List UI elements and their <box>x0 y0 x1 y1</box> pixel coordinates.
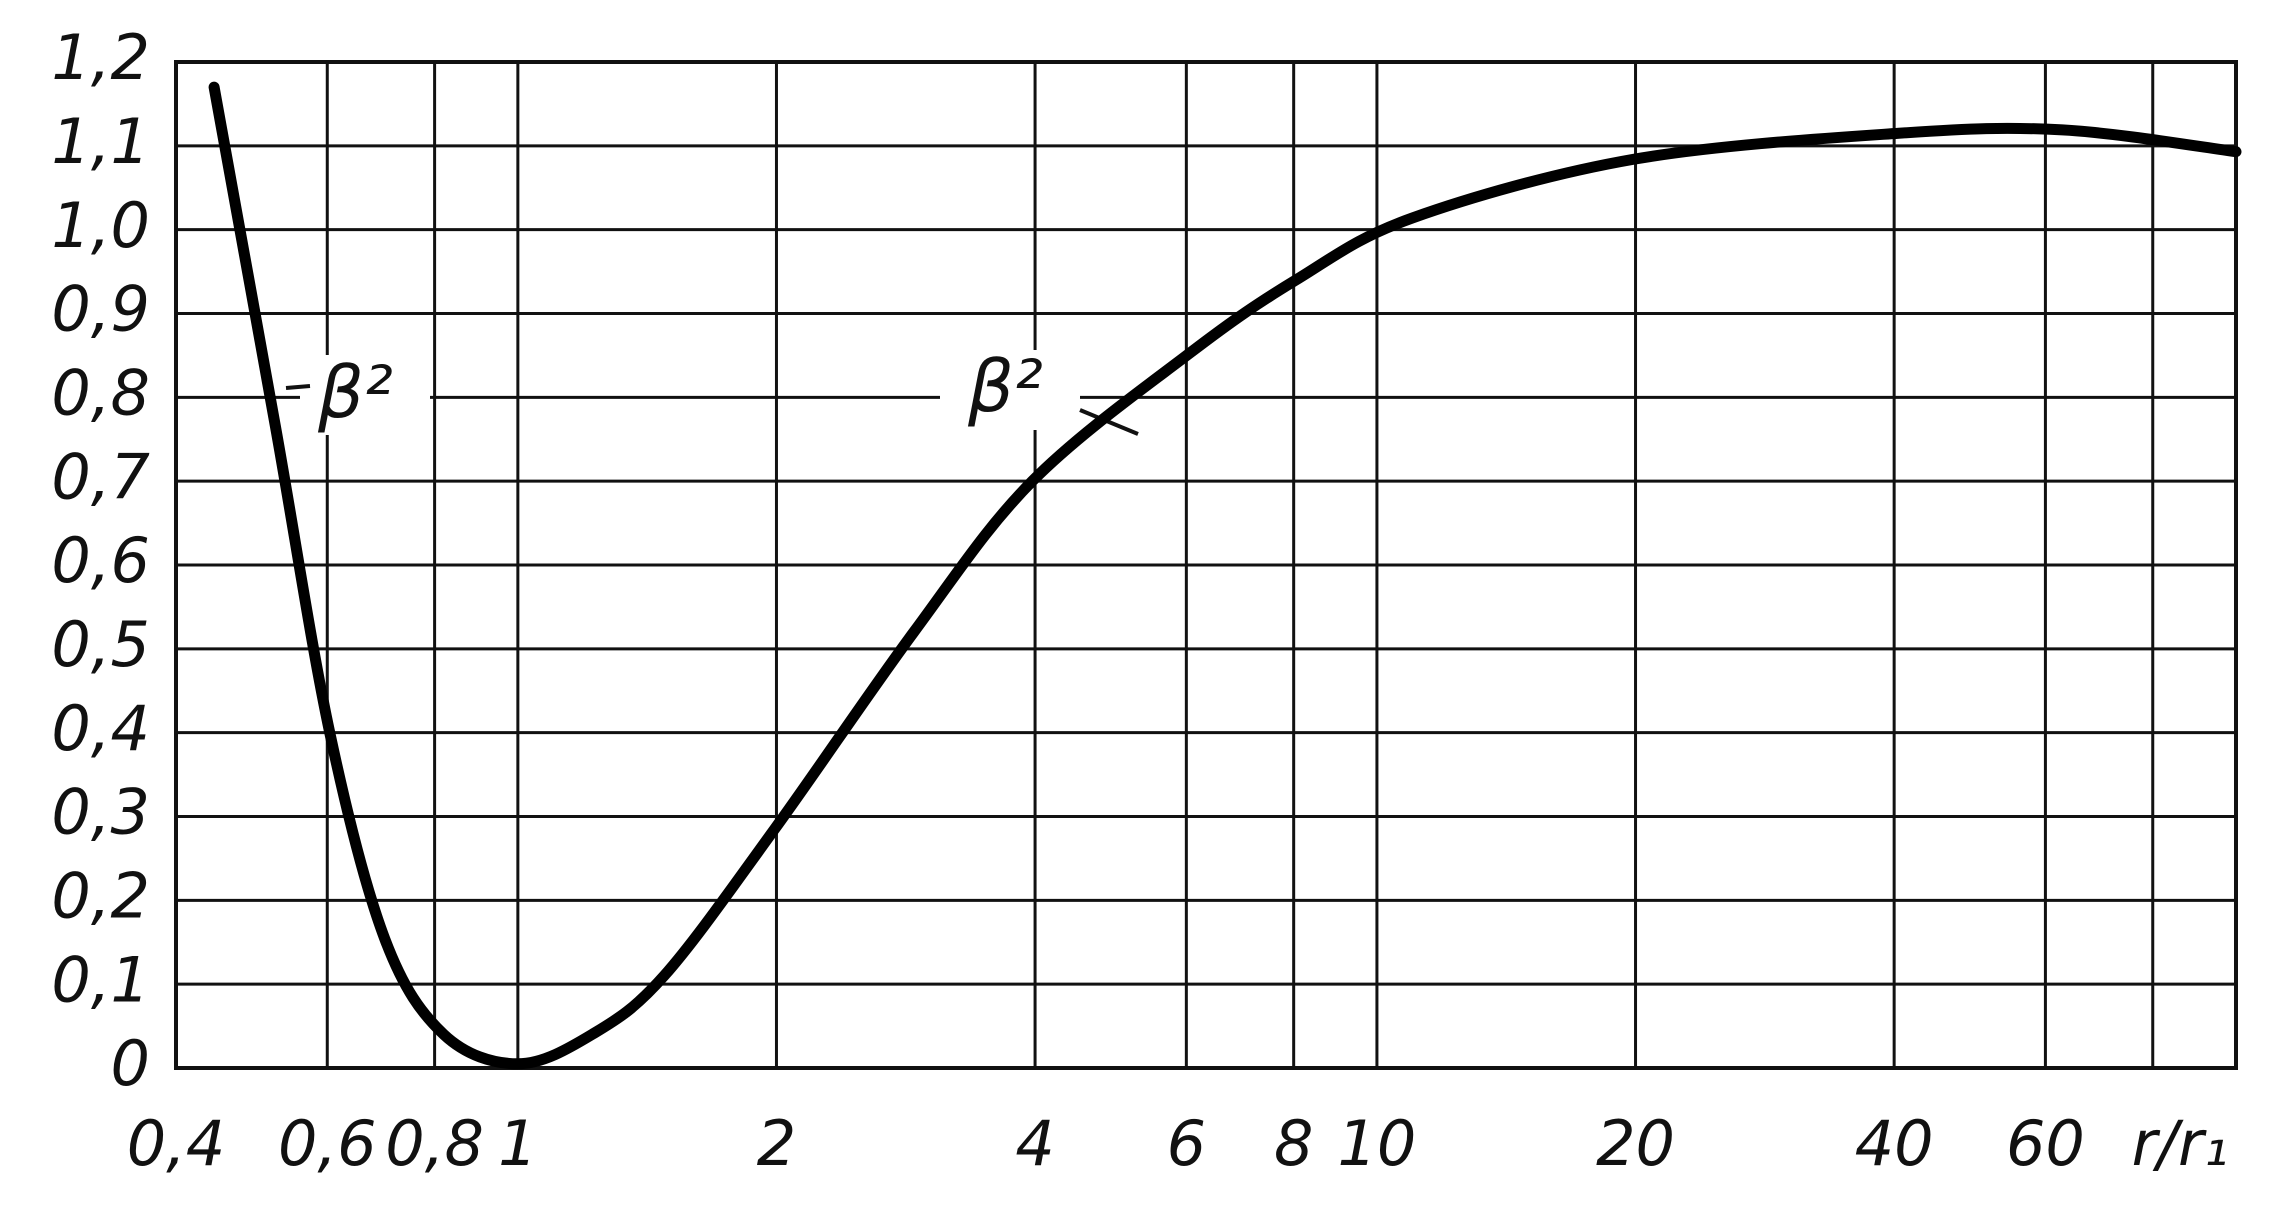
x-tick-label: 2 <box>757 1107 796 1180</box>
x-tick-label: 6 <box>1167 1107 1206 1180</box>
curve-label: β² <box>317 351 393 435</box>
y-tick-label: 0,6 <box>51 524 150 597</box>
x-tick-label: 0,8 <box>385 1107 484 1180</box>
y-tick-label: 0,9 <box>51 273 150 346</box>
y-tick-label: 0,7 <box>51 440 150 513</box>
y-tick-label: 1,2 <box>51 21 150 94</box>
y-tick-label: 1,0 <box>51 189 150 262</box>
y-tick-label: 0,5 <box>51 608 150 681</box>
curve <box>208 81 2242 1070</box>
leader-line <box>285 384 311 390</box>
x-tick-label: 0,6 <box>278 1107 377 1180</box>
x-tick-label: 40 <box>1855 1107 1934 1180</box>
y-tick-label: 0,8 <box>51 356 150 429</box>
y-tick-label: 0,3 <box>51 776 150 849</box>
x-tick-label: 20 <box>1596 1107 1675 1180</box>
y-tick-label: 0 <box>111 1027 150 1100</box>
x-tick-label: 0,4 <box>127 1107 226 1180</box>
x-axis-label: r/r₁ <box>2132 1107 2229 1180</box>
x-tick-label: 8 <box>1274 1107 1313 1180</box>
x-tick-label: 4 <box>1015 1107 1054 1180</box>
x-tick-label: 60 <box>2006 1107 2085 1180</box>
y-tick-label: 0,2 <box>51 859 150 932</box>
label-patch <box>300 355 430 435</box>
label-patch <box>940 350 1080 430</box>
y-tick-label: 1,1 <box>51 105 150 178</box>
curve-label: β² <box>967 345 1043 429</box>
leader-line <box>1079 408 1139 436</box>
y-tick-label: 0,1 <box>51 943 150 1016</box>
y-tick-label: 0,4 <box>51 692 150 765</box>
x-tick-label: 10 <box>1337 1107 1416 1180</box>
x-tick-label: 1 <box>498 1107 537 1180</box>
